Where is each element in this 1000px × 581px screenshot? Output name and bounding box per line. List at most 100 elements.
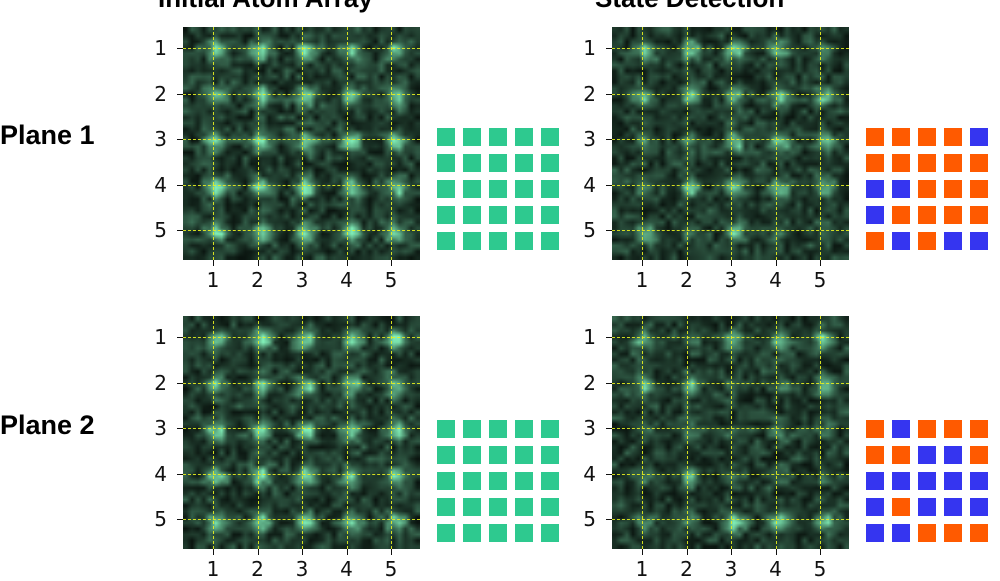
dark-state-site xyxy=(944,446,962,464)
y-tick-mark xyxy=(606,337,612,338)
grid-line-vertical xyxy=(302,27,303,260)
dark-state-site xyxy=(944,232,962,250)
x-tick-mark xyxy=(391,260,392,266)
grid-line-horizontal xyxy=(612,230,849,231)
x-tick-label: 1 xyxy=(635,268,649,292)
atom-site xyxy=(437,472,455,490)
dark-state-site xyxy=(970,128,988,146)
grid-line-vertical xyxy=(257,316,259,549)
grid-line-vertical xyxy=(820,316,821,549)
dark-state-site xyxy=(866,524,884,542)
detected-state-grid-plane-1 xyxy=(866,128,988,250)
y-tick-label: 4 xyxy=(154,461,167,486)
bright-state-site xyxy=(970,420,988,438)
grid-line-vertical xyxy=(257,27,259,260)
x-tick-mark xyxy=(642,260,643,266)
x-tick-label: 5 xyxy=(384,268,398,292)
atom-site xyxy=(463,154,481,172)
y-tick-mark xyxy=(606,184,612,186)
atom-site xyxy=(463,232,481,250)
fluorescence-image-initial-plane-2 xyxy=(183,316,420,549)
x-tick-label: 2 xyxy=(251,557,264,581)
y-tick-label: 2 xyxy=(154,81,167,106)
x-tick-mark xyxy=(686,549,688,555)
atom-site xyxy=(437,498,455,516)
y-tick-label: 3 xyxy=(583,127,596,151)
detected-state-grid-plane-2 xyxy=(866,420,988,542)
bright-state-site xyxy=(918,180,936,198)
y-tick-label: 3 xyxy=(154,416,167,440)
x-tick-label: 4 xyxy=(340,557,353,581)
y-tick-mark xyxy=(177,337,183,338)
bright-state-site xyxy=(918,128,936,146)
atom-site xyxy=(541,128,559,146)
dark-state-site xyxy=(866,472,884,490)
grid-line-horizontal xyxy=(183,473,420,475)
x-tick-mark xyxy=(346,260,348,266)
x-tick-label: 1 xyxy=(206,557,220,581)
grid-line-vertical xyxy=(213,27,214,260)
bright-state-site xyxy=(944,154,962,172)
x-tick-label: 3 xyxy=(295,557,309,581)
bright-state-site xyxy=(918,232,936,250)
atom-site xyxy=(515,524,533,542)
grid-line-horizontal xyxy=(612,428,849,429)
y-tick-label: 4 xyxy=(154,172,167,197)
y-tick-mark xyxy=(606,139,612,140)
grid-line-vertical xyxy=(686,316,688,549)
grid-line-horizontal xyxy=(612,93,849,95)
x-tick-label: 2 xyxy=(680,557,693,581)
y-tick-mark xyxy=(177,473,183,475)
bright-state-site xyxy=(866,446,884,464)
bright-state-site xyxy=(944,206,962,224)
bright-state-site xyxy=(892,498,910,516)
atom-site xyxy=(489,154,507,172)
bright-state-site xyxy=(918,420,936,438)
atom-site xyxy=(489,498,507,516)
atom-site xyxy=(463,472,481,490)
dark-state-site xyxy=(892,180,910,198)
x-tick-mark xyxy=(820,260,821,266)
bright-state-site xyxy=(970,446,988,464)
y-tick-mark xyxy=(606,382,612,384)
column-title-detection: State Detection xyxy=(595,0,784,14)
x-tick-label: 5 xyxy=(813,557,827,581)
initial-array-grid-plane-2 xyxy=(437,420,559,542)
y-tick-mark xyxy=(177,382,183,384)
y-tick-label: 2 xyxy=(154,370,167,395)
atom-site xyxy=(541,472,559,490)
grid-line-vertical xyxy=(346,27,348,260)
y-tick-mark xyxy=(606,93,612,95)
bright-state-site xyxy=(866,154,884,172)
initial-array-grid-plane-1 xyxy=(437,128,559,250)
y-tick-mark xyxy=(606,428,612,429)
grid-line-horizontal xyxy=(183,48,420,49)
grid-line-vertical xyxy=(642,316,643,549)
x-tick-label: 4 xyxy=(769,268,782,292)
atom-site xyxy=(489,206,507,224)
atom-site xyxy=(437,446,455,464)
grid-line-vertical xyxy=(213,316,214,549)
atom-site xyxy=(541,154,559,172)
grid-line-horizontal xyxy=(183,139,420,140)
atom-site xyxy=(463,128,481,146)
dark-state-site xyxy=(892,524,910,542)
bright-state-site xyxy=(944,128,962,146)
atom-site xyxy=(515,128,533,146)
atom-site xyxy=(463,180,481,198)
row-label-plane-2: Plane 2 xyxy=(0,410,95,440)
grid-line-vertical xyxy=(686,27,688,260)
grid-line-vertical xyxy=(302,316,303,549)
grid-line-horizontal xyxy=(612,519,849,520)
bright-state-site xyxy=(970,154,988,172)
grid-line-horizontal xyxy=(183,428,420,429)
dark-state-site xyxy=(866,206,884,224)
grid-line-horizontal xyxy=(612,473,849,475)
y-tick-label: 1 xyxy=(154,325,167,349)
atom-site xyxy=(541,524,559,542)
x-tick-mark xyxy=(775,260,777,266)
dark-state-site xyxy=(918,446,936,464)
x-tick-mark xyxy=(642,549,643,555)
x-tick-mark xyxy=(346,549,348,555)
atom-site xyxy=(463,420,481,438)
